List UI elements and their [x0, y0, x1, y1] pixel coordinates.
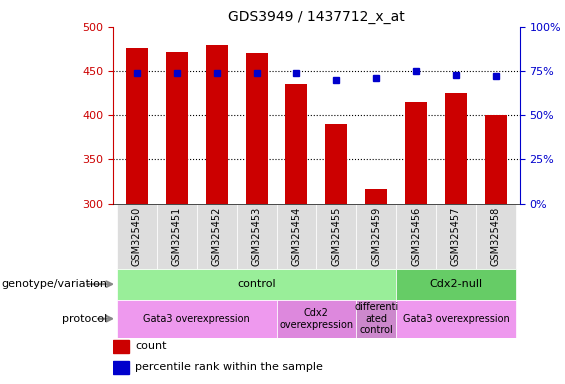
- Bar: [285, 84, 307, 204]
- Text: genotype/variation: genotype/variation: [1, 279, 107, 289]
- Text: Gata3 overexpression: Gata3 overexpression: [144, 314, 250, 324]
- Text: GSM325451: GSM325451: [172, 207, 182, 266]
- Bar: [436, 204, 476, 269]
- Text: Cdx2-null: Cdx2-null: [429, 279, 483, 289]
- Text: GSM325453: GSM325453: [251, 207, 262, 266]
- Bar: [206, 45, 228, 204]
- Bar: [405, 102, 427, 204]
- Bar: [396, 204, 436, 269]
- Text: Gata3 overexpression: Gata3 overexpression: [403, 314, 510, 324]
- Bar: [357, 204, 396, 269]
- Text: Cdx2
overexpression: Cdx2 overexpression: [279, 308, 354, 329]
- Bar: [157, 204, 197, 269]
- Bar: [396, 300, 516, 338]
- Text: GSM325452: GSM325452: [212, 207, 221, 266]
- Text: GSM325458: GSM325458: [491, 207, 501, 266]
- Title: GDS3949 / 1437712_x_at: GDS3949 / 1437712_x_at: [228, 10, 405, 25]
- Bar: [166, 51, 188, 204]
- Bar: [396, 269, 516, 300]
- Bar: [113, 340, 129, 353]
- Text: GSM325450: GSM325450: [132, 207, 142, 266]
- Bar: [325, 124, 347, 204]
- Text: GSM325457: GSM325457: [451, 207, 461, 266]
- Bar: [126, 48, 148, 204]
- Bar: [113, 361, 129, 374]
- Text: GSM325454: GSM325454: [292, 207, 302, 266]
- Bar: [316, 204, 357, 269]
- Text: percentile rank within the sample: percentile rank within the sample: [136, 362, 323, 372]
- Text: protocol: protocol: [62, 314, 107, 324]
- Bar: [117, 269, 396, 300]
- Bar: [485, 115, 507, 204]
- Bar: [476, 204, 516, 269]
- Text: differenti
ated
control: differenti ated control: [354, 302, 398, 335]
- Bar: [237, 204, 276, 269]
- Text: GSM325455: GSM325455: [331, 207, 341, 266]
- Bar: [357, 300, 396, 338]
- Bar: [365, 189, 387, 204]
- Text: GSM325456: GSM325456: [411, 207, 421, 266]
- Bar: [117, 300, 276, 338]
- Bar: [117, 204, 157, 269]
- Bar: [197, 204, 237, 269]
- Bar: [276, 300, 357, 338]
- Text: control: control: [237, 279, 276, 289]
- Text: GSM325459: GSM325459: [371, 207, 381, 266]
- Text: count: count: [136, 341, 167, 351]
- Bar: [445, 93, 467, 204]
- Bar: [246, 53, 268, 204]
- Bar: [276, 204, 316, 269]
